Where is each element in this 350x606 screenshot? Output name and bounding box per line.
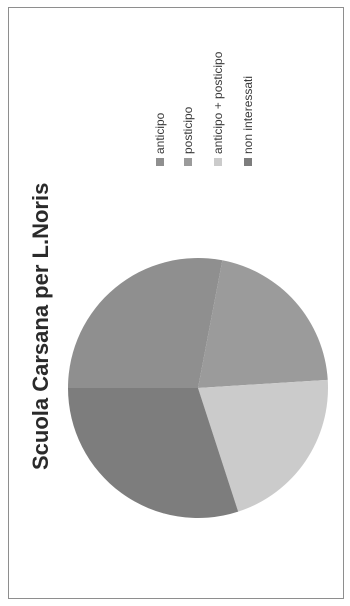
legend-label: anticipo + posticipo [211, 51, 225, 154]
legend-item-posticipo: posticipo [181, 106, 195, 166]
legend-label: anticipo [153, 112, 167, 154]
legend-item-anticipo-posticipo: anticipo + posticipo [211, 51, 225, 166]
legend-swatch [244, 158, 252, 166]
legend-item-non-interessati: non interessati [241, 76, 255, 166]
legend-label: non interessati [241, 76, 255, 154]
pie-slice-non-interessati [68, 388, 239, 518]
pie-slice-posticipo [198, 260, 328, 388]
legend-item-anticipo: anticipo [153, 112, 167, 166]
legend-swatch [214, 158, 222, 166]
legend: anticipo posticipo anticipo + posticipo non… [153, 51, 255, 166]
legend-label: posticipo [181, 106, 195, 154]
pie-slice-anticipo [68, 257, 223, 388]
legend-swatch [184, 158, 192, 166]
chart-title: Scuola Carsana per L.Noris [28, 183, 53, 470]
legend-swatch [156, 158, 164, 166]
pie-slices [68, 257, 328, 518]
pie-slice-anticipo-posticipo [198, 379, 328, 512]
